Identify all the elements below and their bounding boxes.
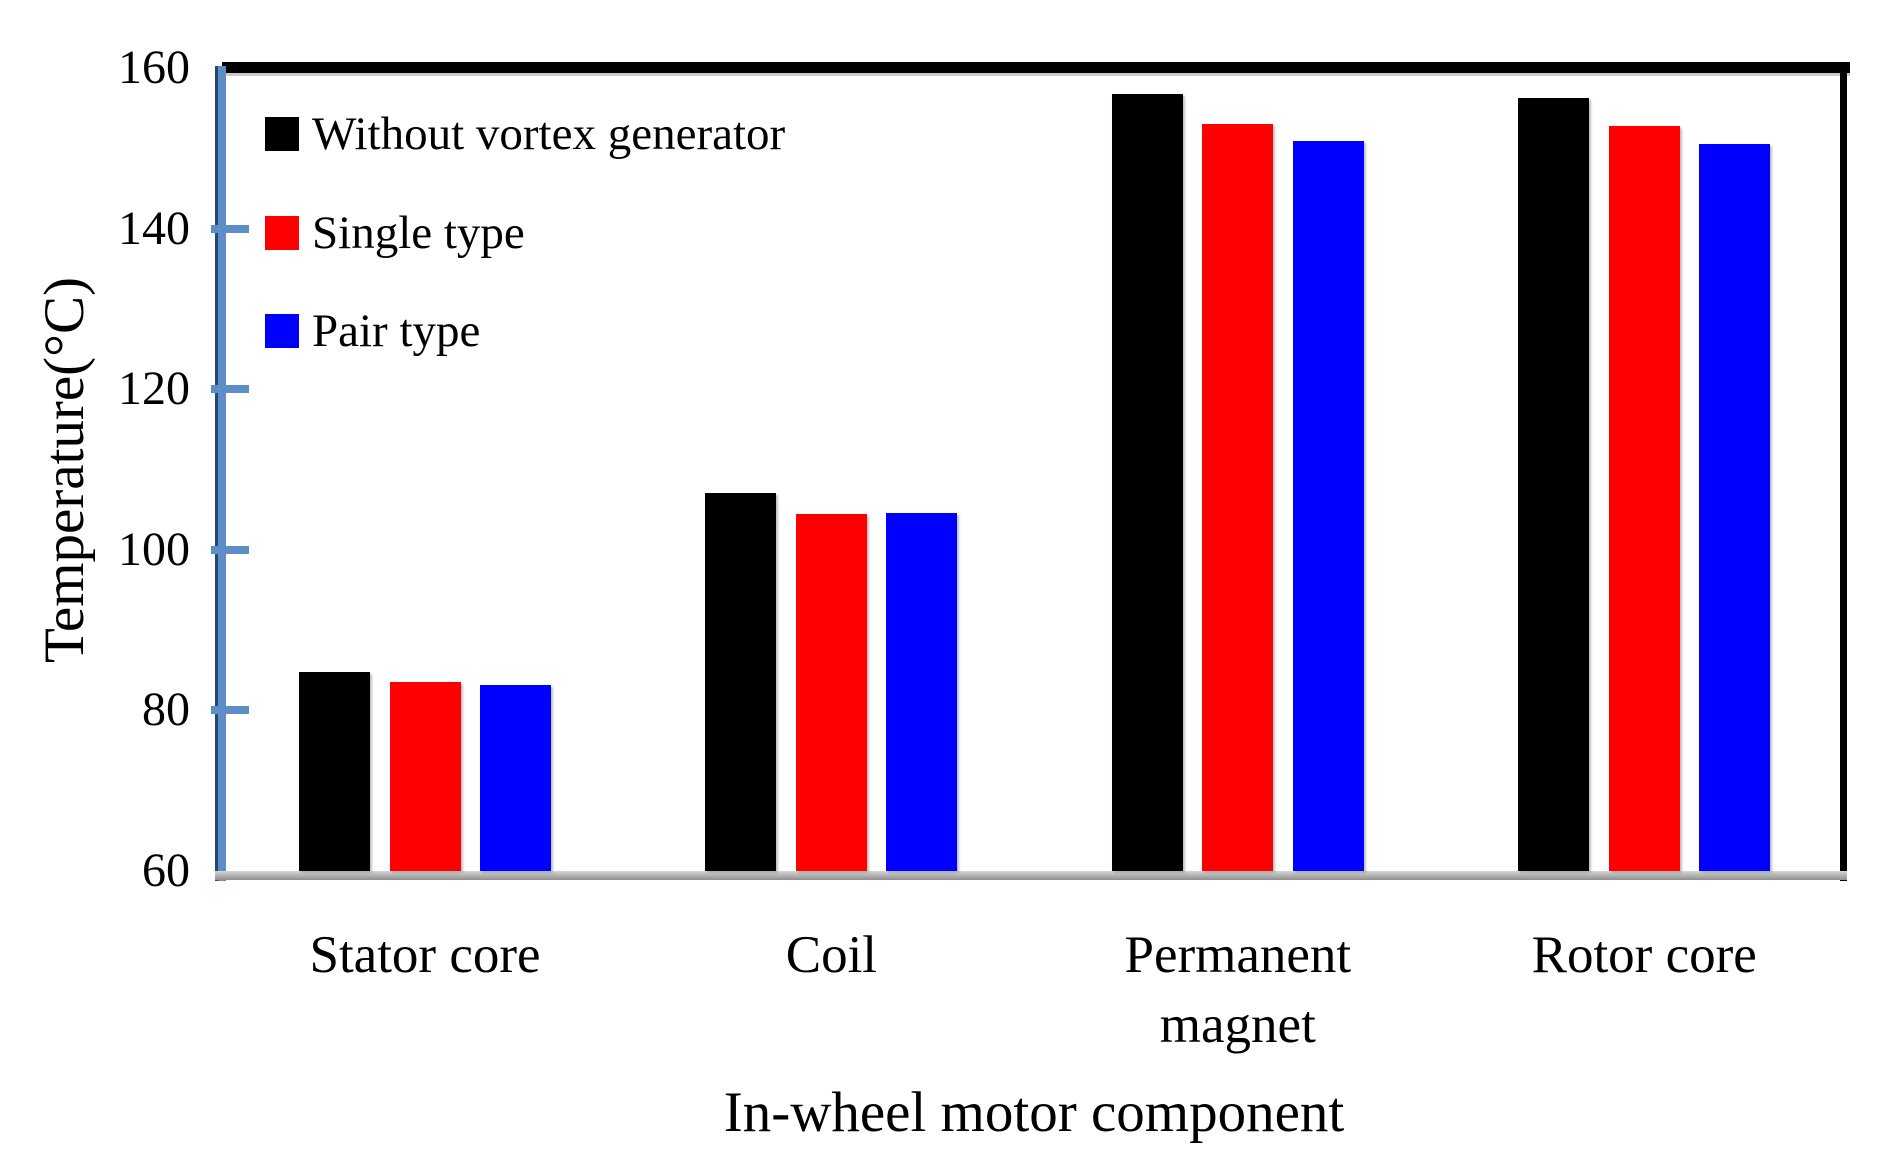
- y-axis-tick: [211, 224, 249, 233]
- bar: [1518, 97, 1590, 871]
- y-tick-label: 140: [118, 201, 190, 255]
- x-axis-baseline: [215, 871, 1847, 880]
- category-label: Stator core: [309, 926, 541, 984]
- bar: [795, 513, 867, 871]
- y-tick-label: 160: [118, 41, 190, 94]
- legend-label: Without vortex generator: [312, 108, 786, 160]
- legend-swatch: [265, 117, 299, 151]
- bar: [1111, 94, 1183, 871]
- bar: [705, 492, 777, 871]
- bar: [1608, 125, 1680, 871]
- plot-frame-top: [222, 62, 1850, 73]
- y-axis-tick: [211, 385, 249, 394]
- y-axis-tick: [211, 706, 249, 715]
- bar: [886, 512, 958, 871]
- y-tick-label: 60: [142, 844, 190, 897]
- bar: [1699, 144, 1771, 871]
- bar: [389, 682, 461, 871]
- y-axis-title: Temperature(°C): [33, 277, 96, 663]
- bar: [480, 684, 551, 871]
- legend-swatch: [265, 215, 299, 250]
- bar: [1292, 141, 1364, 871]
- y-axis-line: [215, 66, 226, 881]
- legend-label: Single type: [312, 206, 525, 259]
- y-axis-tick: [211, 545, 249, 554]
- category-label: Permanent magnet: [1124, 926, 1352, 1054]
- y-tick-label: 80: [142, 683, 190, 737]
- category-label: Coil: [785, 926, 878, 984]
- y-tick-label: 100: [118, 522, 190, 576]
- legend-swatch: [265, 314, 299, 348]
- x-axis-title: In-wheel motor component: [723, 1081, 1345, 1144]
- bar: [1202, 124, 1274, 871]
- category-label: Rotor core: [1531, 926, 1757, 984]
- bar: [299, 671, 370, 871]
- legend-label: Pair type: [312, 305, 481, 357]
- plot-frame-right: [1840, 62, 1847, 881]
- y-tick-label: 120: [118, 362, 190, 416]
